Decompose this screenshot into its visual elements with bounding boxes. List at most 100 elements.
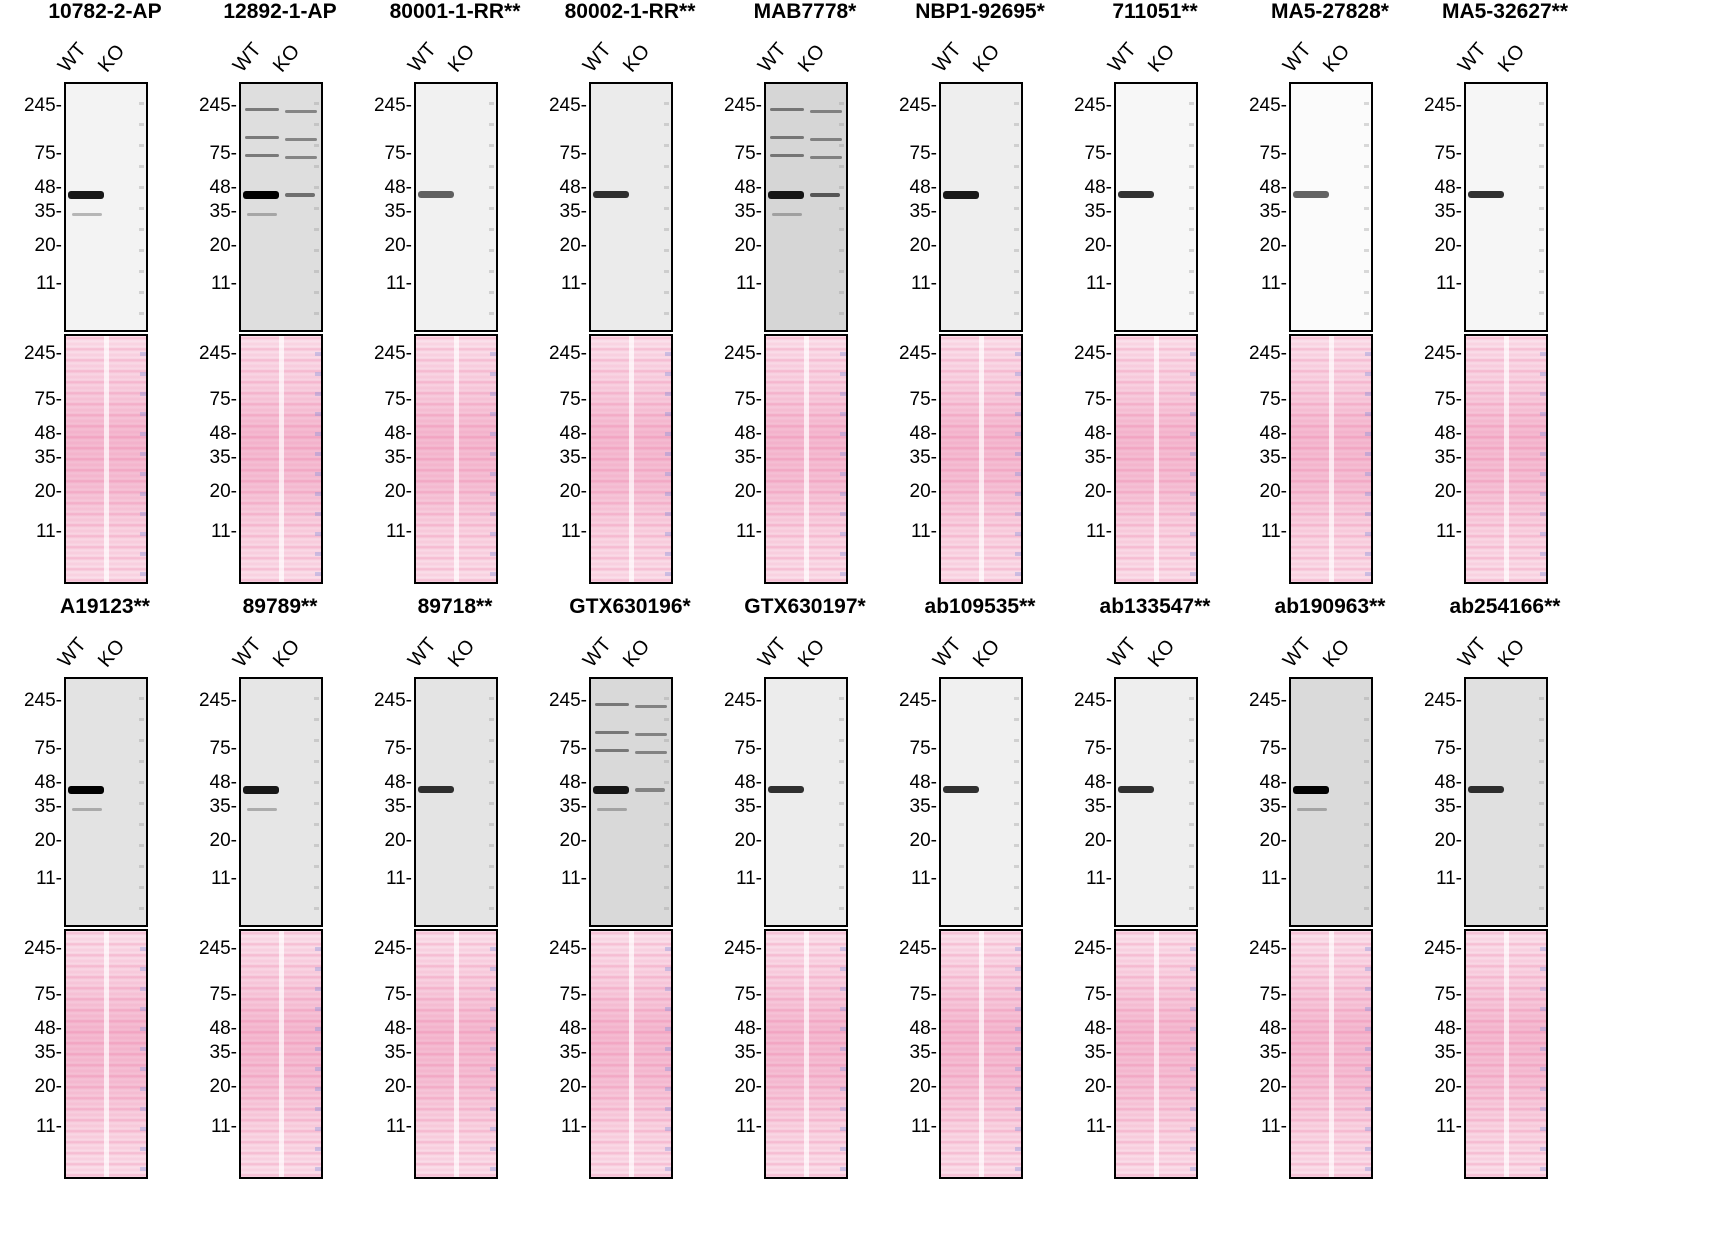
mw-marker-label: 35-: [34, 447, 62, 468]
lane-label: WT: [578, 38, 616, 77]
mw-marker-label: 20-: [559, 481, 587, 502]
mw-marker-label: 75-: [384, 738, 412, 759]
lane-gap: [104, 336, 109, 582]
mw-marker-label: 35-: [384, 447, 412, 468]
lane-gap: [804, 336, 809, 582]
total-protein-stain-panel: [939, 334, 1023, 584]
antibody-title: ab190963**: [1274, 595, 1386, 618]
mw-marker-label: 20-: [734, 1076, 762, 1097]
antibody-title: 80002-1-RR**: [564, 0, 696, 23]
ladder-lane: [1014, 679, 1019, 925]
blot-block: MAB7778* WT KO 245- 245- 75- 75- 48- 48- 35- 35- 20…: [710, 0, 900, 600]
mw-marker-label: 48-: [559, 1018, 587, 1039]
total-protein-stain-panel: [1464, 929, 1548, 1179]
protein-band: [68, 191, 104, 199]
lane-label: KO: [93, 635, 130, 672]
ladder-lane: [1540, 336, 1546, 582]
lane-gap: [1329, 336, 1334, 582]
lane-label: KO: [793, 40, 830, 77]
mw-marker-label: 11-: [1260, 868, 1287, 889]
mw-marker-label: 11-: [560, 273, 587, 294]
lane-gap: [1154, 931, 1159, 1177]
lane-label: WT: [403, 633, 441, 672]
protein-band: [1118, 786, 1154, 794]
mw-marker-label: 75-: [384, 143, 412, 164]
mw-marker-label: 35-: [209, 201, 237, 222]
total-protein-stain-panel: [939, 929, 1023, 1179]
mw-marker-label: 35-: [559, 447, 587, 468]
mw-marker-label: 20-: [909, 235, 937, 256]
blot-block: 10782-2-AP WT KO 245- 245- 75- 75- 48- 48- 35- 35-…: [10, 0, 200, 600]
lane-label: KO: [93, 40, 130, 77]
mw-marker-label: 20-: [1434, 481, 1462, 502]
mw-marker-label: 245-: [898, 938, 937, 959]
ladder-lane: [1015, 931, 1021, 1177]
mw-marker-label: 35-: [909, 796, 937, 817]
protein-band: [770, 154, 804, 157]
mw-marker-label: 75-: [209, 389, 237, 410]
mw-marker-label: 35-: [1259, 796, 1287, 817]
protein-band: [418, 191, 454, 198]
western-blot-panel: [1114, 677, 1198, 927]
protein-band: [595, 749, 629, 752]
protein-band: [595, 731, 629, 734]
mw-marker-label: 48-: [384, 423, 412, 444]
protein-band: [418, 786, 454, 794]
protein-band: [943, 191, 979, 199]
lane-label: KO: [1318, 40, 1355, 77]
ladder-lane: [1190, 931, 1196, 1177]
antibody-title: 80001-1-RR**: [389, 0, 521, 23]
western-blot-panel: [1289, 82, 1373, 332]
mw-marker-label: 48-: [209, 423, 237, 444]
blot-block: 89718** WT KO 245- 245- 75- 75- 48- 48- 35- 35- 20-…: [360, 595, 550, 1195]
blot-block: NBP1-92695* WT KO 245- 245- 75- 75- 48- 48- 35- 35…: [885, 0, 1075, 600]
mw-marker-label: 20-: [384, 830, 412, 851]
mw-marker-label: 245-: [23, 690, 62, 711]
protein-band: [595, 703, 629, 706]
protein-band: [768, 786, 804, 794]
blot-block: GTX630196* WT KO 245- 245- 75- 75- 48- 48- 35- 35-…: [535, 595, 725, 1195]
mw-marker-label: 245-: [1073, 938, 1112, 959]
lane-label: WT: [753, 38, 791, 77]
total-protein-stain-panel: [1114, 334, 1198, 584]
mw-marker-label: 48-: [34, 177, 62, 198]
mw-marker-label: 245-: [723, 690, 762, 711]
mw-marker-label: 75-: [909, 143, 937, 164]
mw-marker-label: 245-: [23, 95, 62, 116]
mw-marker-label: 75-: [734, 984, 762, 1005]
mw-marker-label: 75-: [1084, 143, 1112, 164]
mw-marker-label: 48-: [34, 423, 62, 444]
mw-marker-label: 20-: [1259, 830, 1287, 851]
blot-block: 711051** WT KO 245- 245- 75- 75- 48- 48- 35- 35- 20…: [1060, 0, 1250, 600]
total-protein-stain-panel: [764, 334, 848, 584]
antibody-title: NBP1-92695*: [915, 0, 1045, 23]
lane-label: WT: [928, 38, 966, 77]
mw-marker-label: 245-: [198, 690, 237, 711]
mw-marker-label: 20-: [34, 1076, 62, 1097]
lane-gap: [1504, 336, 1509, 582]
mw-marker-label: 48-: [909, 177, 937, 198]
mw-marker-label: 245-: [198, 938, 237, 959]
lane-label: KO: [1318, 635, 1355, 672]
ladder-lane: [489, 84, 494, 330]
lane-gap: [279, 931, 284, 1177]
mw-marker-label: 35-: [734, 447, 762, 468]
lane-label: WT: [53, 633, 91, 672]
lane-label: KO: [443, 40, 480, 77]
mw-marker-label: 245-: [1423, 690, 1462, 711]
mw-marker-label: 11-: [910, 521, 937, 542]
mw-marker-label: 75-: [734, 143, 762, 164]
protein-band: [770, 108, 804, 111]
ladder-lane: [1189, 84, 1194, 330]
mw-marker-label: 245-: [198, 95, 237, 116]
antibody-title: ab133547**: [1099, 595, 1211, 618]
protein-band: [1468, 786, 1504, 794]
blot-block: ab109535** WT KO 245- 245- 75- 75- 48- 48- 35- 35-…: [885, 595, 1075, 1195]
mw-marker-label: 245-: [373, 938, 412, 959]
protein-band: [285, 138, 317, 141]
mw-marker-label: 20-: [1084, 1076, 1112, 1097]
mw-marker-label: 48-: [1084, 423, 1112, 444]
mw-marker-label: 75-: [909, 389, 937, 410]
mw-marker-label: 75-: [734, 389, 762, 410]
mw-marker-label: 75-: [1084, 738, 1112, 759]
